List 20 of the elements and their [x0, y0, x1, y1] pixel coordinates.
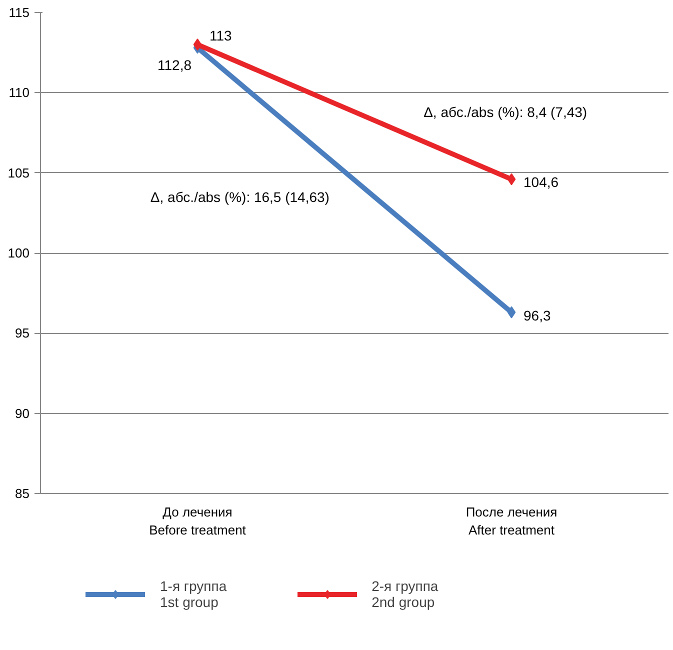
x-tick-label: До лечения Before treatment: [149, 504, 246, 538]
y-tick-label: 85: [15, 486, 30, 501]
y-tick-label: 110: [8, 85, 30, 100]
point: [193, 38, 202, 51]
point: [507, 306, 516, 318]
x-tick-label: После лечения After treatment: [466, 504, 558, 538]
y-tick-label: 90: [15, 406, 30, 421]
legend-label: 1-я группа 1st group: [160, 578, 227, 610]
annotation: Δ, абс./abs (%): 16,5 (14,63): [150, 188, 330, 205]
data-label: 112,8: [158, 56, 192, 73]
y-tick-label: 115: [8, 5, 30, 20]
legend-label: 2-я группа 2nd group: [372, 578, 438, 610]
y-tick-label: 100: [8, 246, 30, 260]
data-label: 104,6: [524, 174, 559, 190]
data-label: 113: [210, 28, 232, 44]
y-tick-label: 95: [15, 326, 30, 341]
annotation: Δ, абс./abs (%): 8,4 (7,43): [424, 104, 588, 120]
y-tick-label: 105: [8, 165, 30, 180]
point: [507, 173, 516, 186]
data-label: 96,3: [524, 307, 551, 324]
